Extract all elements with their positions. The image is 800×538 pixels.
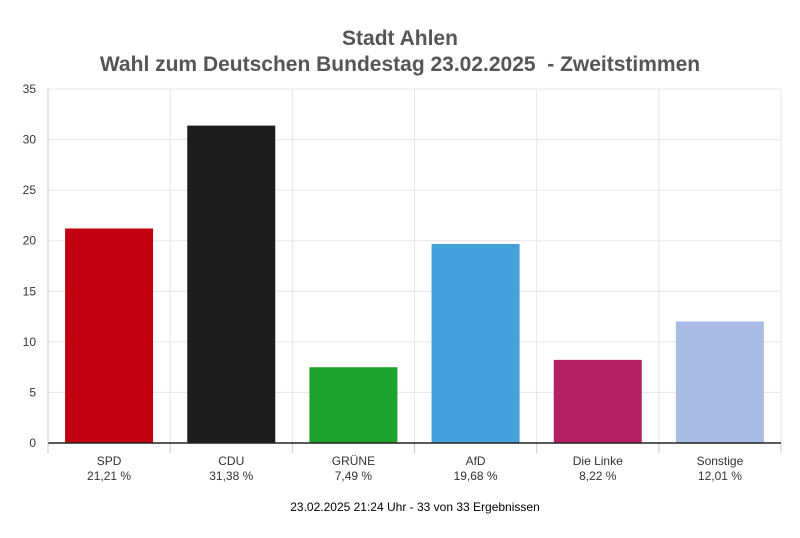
chart-title: Stadt Ahlen Wahl zum Deutschen Bundestag…: [0, 26, 800, 78]
status-footer: 23.02.2025 21:24 Uhr - 33 von 33 Ergebni…: [290, 500, 540, 514]
chart-title-line-2: Wahl zum Deutschen Bundestag 23.02.2025 …: [99, 53, 701, 76]
y-tick-label: 30: [23, 133, 37, 147]
x-category-label: Sonstige: [697, 454, 744, 468]
bar-spd: [65, 228, 154, 443]
bar-die-linke: [553, 359, 642, 443]
x-category-label: CDU: [218, 454, 244, 468]
y-tick-label: 20: [23, 234, 37, 248]
grid-layer: [47, 88, 782, 453]
x-category-label: SPD: [97, 454, 122, 468]
x-value-label: 31,38 %: [209, 469, 253, 483]
x-category-label: GRÜNE: [332, 454, 375, 468]
x-category-label: AfD: [466, 454, 486, 468]
x-value-label: 7,49 %: [335, 469, 373, 483]
y-tick-label: 15: [23, 284, 37, 298]
bar-cdu: [187, 125, 276, 444]
y-tick-label: 35: [23, 82, 37, 96]
bar-afd: [431, 243, 520, 443]
y-axis-ticks: 0 5 10 15 20 25 30 35: [23, 82, 37, 450]
chart-title-line-1: Stadt Ahlen: [342, 27, 458, 50]
y-tick-label: 0: [29, 436, 36, 450]
y-tick-label: 5: [29, 385, 36, 399]
bar-gr-ne: [309, 367, 398, 443]
bar-sonstige: [675, 321, 764, 443]
y-tick-label: 10: [23, 335, 37, 349]
bar-layer: [65, 125, 764, 444]
x-value-label: 12,01 %: [698, 469, 742, 483]
y-tick-label: 25: [23, 183, 37, 197]
x-value-label: 19,68 %: [454, 469, 498, 483]
x-value-label: 21,21 %: [87, 469, 131, 483]
x-value-label: 8,22 %: [579, 469, 617, 483]
x-category-label: Die Linke: [573, 454, 623, 468]
